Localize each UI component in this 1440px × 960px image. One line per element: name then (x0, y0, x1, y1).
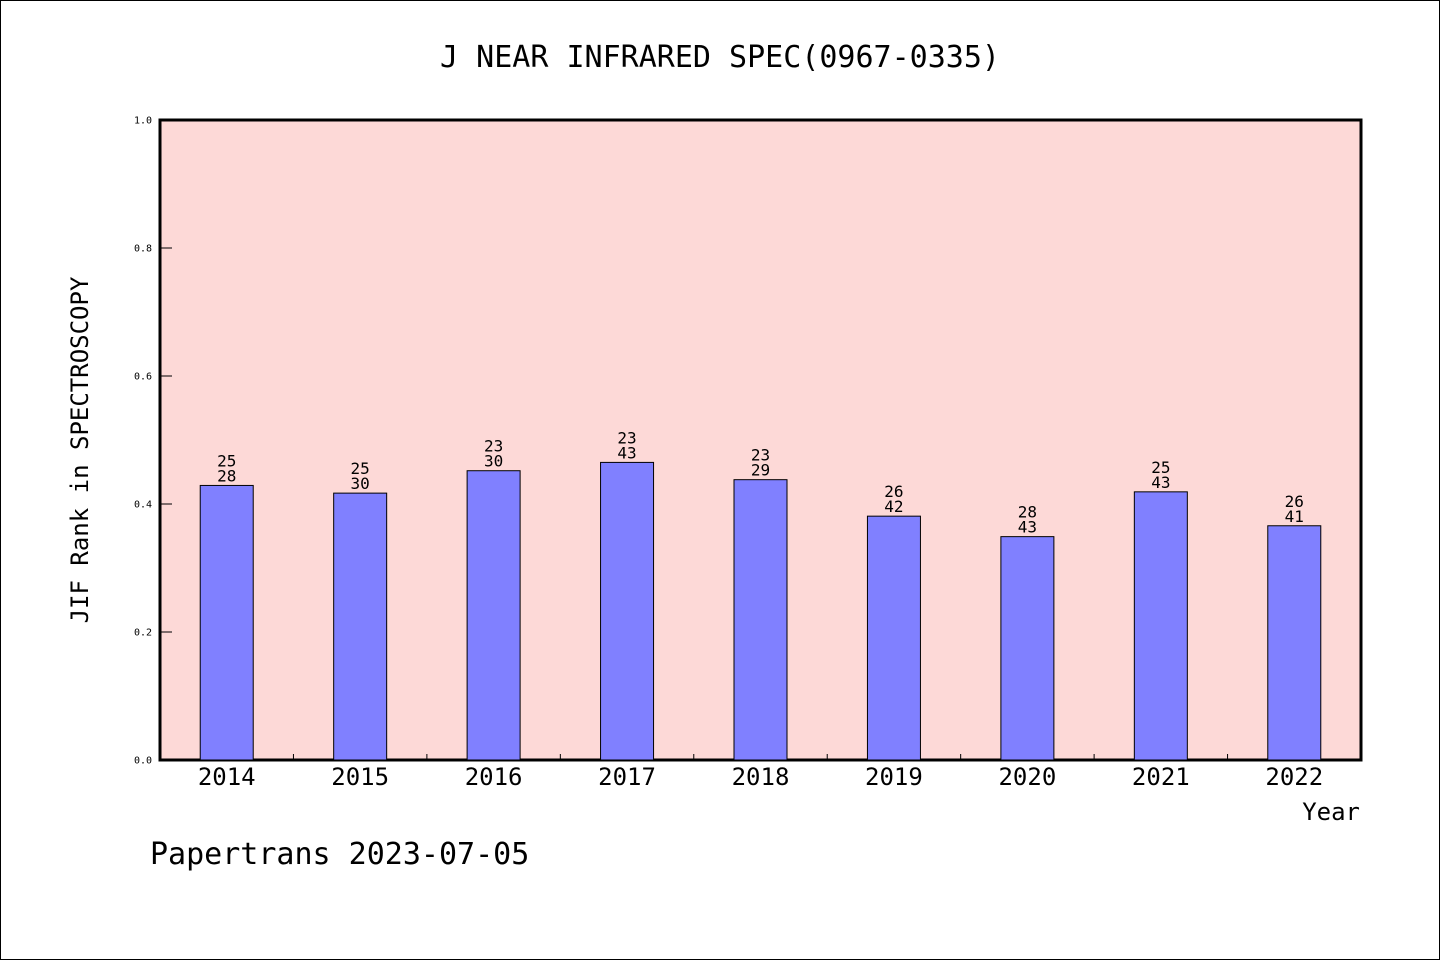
bar-total-label: 43 (1018, 518, 1037, 537)
y-axis-label: JIF Rank in SPECTROSCOPY (66, 276, 94, 623)
bar-total-label: 43 (1151, 473, 1170, 492)
bar-2017 (600, 461, 655, 761)
bar-2021 (1133, 491, 1188, 761)
bar-rank-label: 25 (1151, 458, 1170, 477)
bar-2016 (466, 470, 521, 761)
x-tick-label: 2016 (465, 763, 523, 791)
bar-total-label: 29 (751, 461, 770, 480)
x-tick-label: 2018 (732, 763, 790, 791)
y-tick-label: 0.4 (134, 500, 152, 511)
y-tick-label: 0.0 (134, 756, 152, 767)
bar-2020 (1000, 536, 1055, 761)
y-tick-label: 0.8 (134, 244, 152, 255)
x-tick-label: 2020 (998, 763, 1056, 791)
chart-title: J NEAR INFRARED SPEC(0967-0335) (440, 40, 1000, 75)
y-tick-label: 0.6 (134, 372, 152, 383)
bar-total-label: 41 (1285, 507, 1304, 526)
bar-2015 (333, 492, 388, 761)
bar-2018 (733, 479, 788, 761)
x-axis-label: Year (1302, 798, 1360, 826)
bar-total-label: 42 (884, 497, 903, 516)
y-tick-label: 1.0 (134, 116, 152, 127)
bar-rank-label: 28 (1018, 503, 1037, 522)
y-tick-label: 0.2 (134, 628, 152, 639)
x-tick-label: 2017 (598, 763, 656, 791)
x-tick-label: 2014 (198, 763, 256, 791)
bar-total-label: 30 (351, 474, 370, 493)
y-axis: 0.0 0.2 0.4 0.6 0.8 1.0 (134, 116, 172, 767)
bar-rank-label: 23 (617, 428, 636, 447)
x-tick-label: 2022 (1265, 763, 1323, 791)
bar-rank-label: 25 (217, 451, 236, 470)
bar-rank-label: 23 (484, 437, 503, 456)
bar-total-label: 43 (617, 443, 636, 462)
bar-total-label: 30 (484, 452, 503, 471)
bar-rank-label: 25 (351, 459, 370, 478)
bar-rank-label: 26 (1285, 492, 1304, 511)
bar-2019 (866, 515, 921, 761)
bar-rank-label: 26 (884, 482, 903, 501)
x-axis: 2014 2015 2016 2017 2018 2019 2020 2021 2022 (198, 754, 1323, 791)
bar-rank-label: 23 (751, 446, 770, 465)
x-tick-label: 2019 (865, 763, 923, 791)
footer-watermark: Papertrans 2023-07-05 (150, 837, 529, 872)
x-tick-label: 2015 (331, 763, 389, 791)
bar-total-label: 28 (217, 466, 236, 485)
bar-2014 (199, 484, 254, 761)
x-tick-label: 2021 (1132, 763, 1190, 791)
bar-2022 (1267, 525, 1322, 761)
